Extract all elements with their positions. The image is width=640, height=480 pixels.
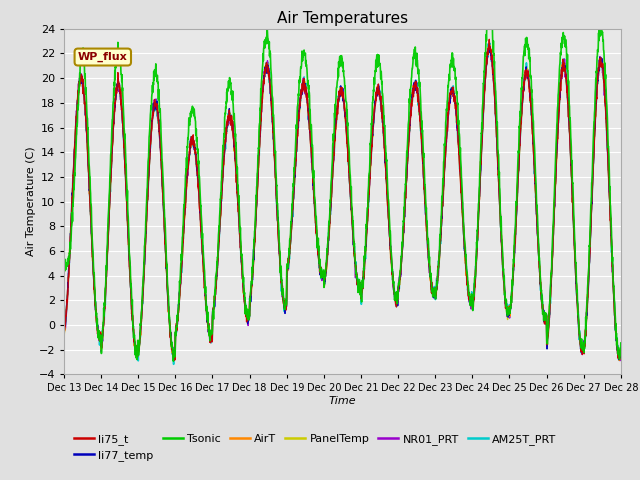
Text: WP_flux: WP_flux <box>78 52 127 62</box>
Title: Air Temperatures: Air Temperatures <box>277 11 408 26</box>
Legend: li75_t, li77_temp, Tsonic, AirT, PanelTemp, NR01_PRT, AM25T_PRT: li75_t, li77_temp, Tsonic, AirT, PanelTe… <box>70 429 561 466</box>
X-axis label: Time: Time <box>328 396 356 406</box>
Y-axis label: Air Temperature (C): Air Temperature (C) <box>26 147 36 256</box>
